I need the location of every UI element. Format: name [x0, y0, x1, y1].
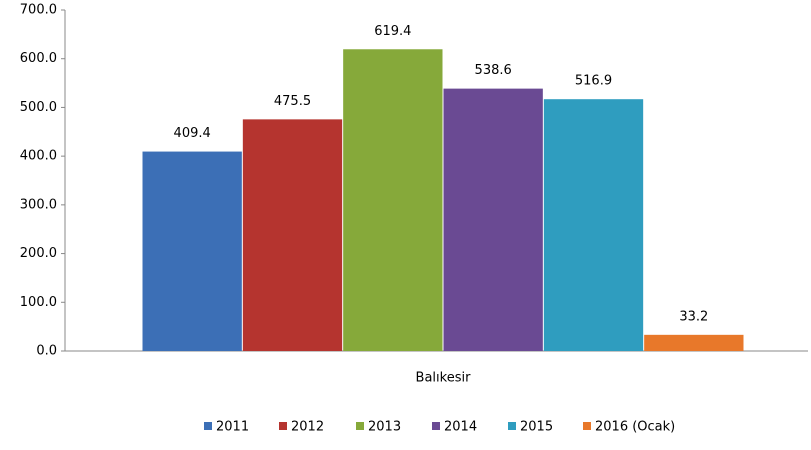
data-label: 33.2	[679, 309, 708, 324]
y-tick-label: 700.0	[20, 3, 57, 18]
bar	[443, 88, 543, 352]
legend-label: 2014	[444, 420, 477, 435]
bar	[242, 119, 343, 351]
legend-swatch	[356, 422, 364, 430]
legend-label: 2015	[520, 420, 553, 435]
legend-label: 2013	[368, 420, 401, 435]
bar	[343, 49, 443, 352]
legend-swatch	[432, 422, 440, 430]
bar	[543, 99, 644, 351]
legend-swatch	[583, 422, 591, 430]
y-tick-label: 600.0	[20, 51, 57, 66]
bar	[142, 151, 242, 351]
y-tick-label: 300.0	[20, 197, 57, 212]
legend-label: 2016 (Ocak)	[595, 420, 675, 435]
y-tick-label: 200.0	[20, 246, 57, 261]
bar	[644, 334, 744, 351]
data-label: 475.5	[274, 94, 311, 109]
legend-swatch	[279, 422, 287, 430]
y-tick-label: 500.0	[20, 100, 57, 115]
legend-label: 2012	[291, 420, 324, 435]
x-tick-label: Balıkesir	[416, 371, 472, 386]
legend-swatch	[508, 422, 516, 430]
legend-label: 2011	[216, 420, 249, 435]
data-label: 538.6	[475, 63, 512, 78]
data-label: 619.4	[374, 24, 411, 39]
y-tick-label: 100.0	[20, 295, 57, 310]
legend-swatch	[204, 422, 212, 430]
data-label: 409.4	[174, 126, 211, 141]
y-tick-label: 400.0	[20, 149, 57, 164]
y-tick-label: 0.0	[36, 344, 57, 359]
data-label: 516.9	[575, 74, 612, 89]
